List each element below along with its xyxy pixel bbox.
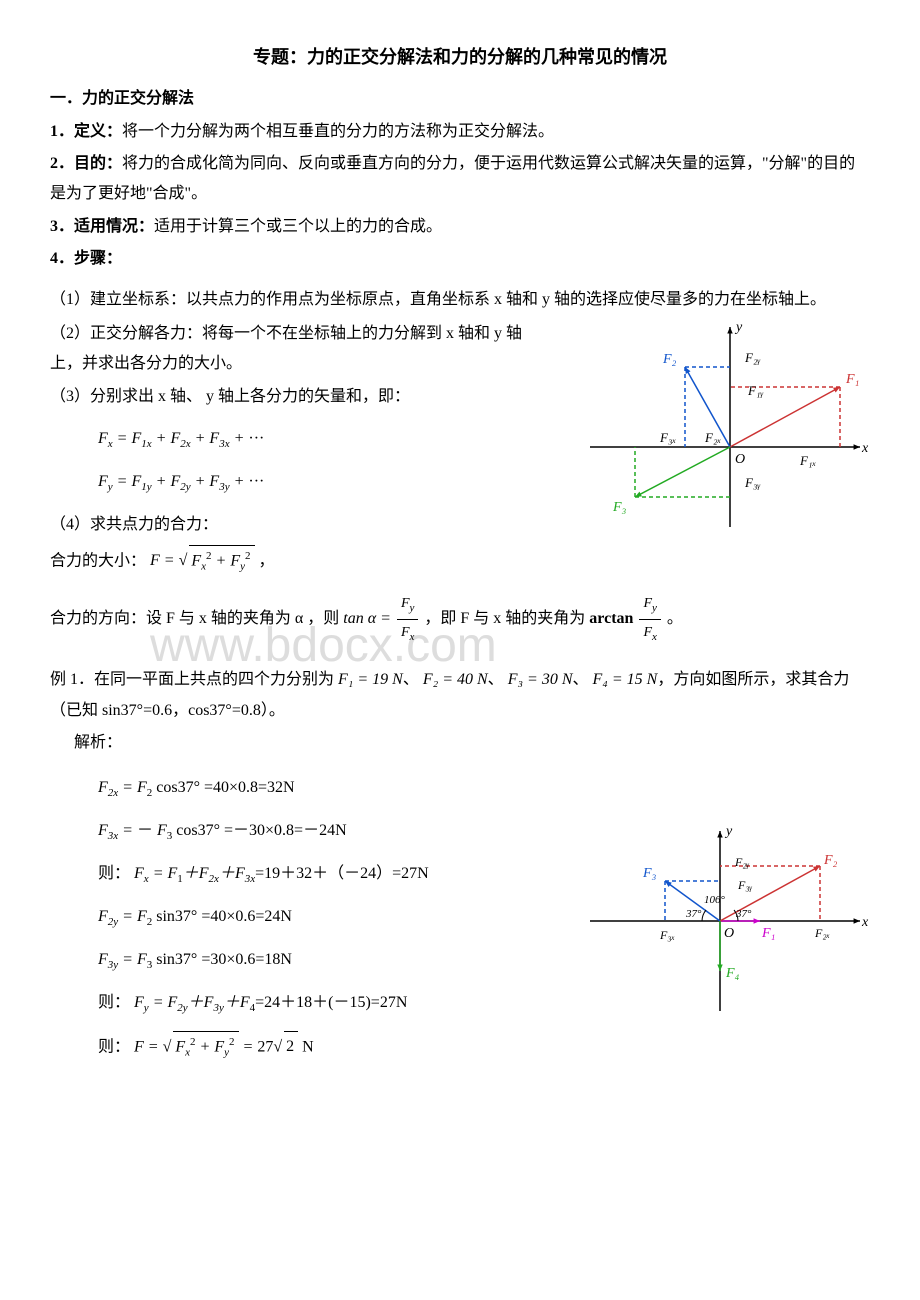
svg-text:F₃ᵧ: F₃ᵧ bbox=[744, 475, 760, 490]
section-heading: 一．力的正交分解法 bbox=[50, 84, 870, 114]
svg-text:y: y bbox=[724, 824, 733, 839]
para-3: 3．适用情况：适用于计算三个或三个以上的力的合成。 bbox=[50, 212, 870, 242]
eq-fx: Fx = F1x + F2x + F3x + ··· bbox=[50, 424, 550, 455]
mag-label: 合力的大小： bbox=[50, 552, 146, 569]
para-4: 4．步骤： bbox=[50, 244, 870, 274]
p4-label: 4．步骤： bbox=[50, 250, 122, 267]
step-4: （4）求共点力的合力： bbox=[50, 510, 550, 540]
para-1: 1．定义：将一个力分解为两个相互垂直的分力的方法称为正交分解法。 bbox=[50, 117, 870, 147]
sol-1: F2x = F2 cos37° =40×0.8=32N bbox=[50, 773, 550, 804]
p3-label: 3．适用情况： bbox=[50, 218, 154, 235]
sol6-label: 则： bbox=[98, 994, 130, 1011]
sol7-unit: N bbox=[298, 1038, 314, 1055]
p2-label: 2．目的： bbox=[50, 155, 122, 172]
svg-text:37°: 37° bbox=[685, 908, 702, 920]
example-label: 例 1． bbox=[50, 671, 94, 688]
svg-text:F₂: F₂ bbox=[662, 352, 677, 367]
eq-fy: Fy = F1y + F2y + F3y + ··· bbox=[50, 467, 550, 498]
example-text1: 在同一平面上共点的四个力分别为 bbox=[94, 671, 334, 688]
svg-text:x: x bbox=[861, 915, 869, 930]
f3-val: F₃ = 30 N bbox=[508, 671, 573, 688]
sol3-label: 则： bbox=[98, 865, 130, 882]
magnitude-line: 合力的大小： F = √Fx2 + Fy2 ， bbox=[50, 545, 870, 577]
direction-line: 合力的方向：设 F 与 x 轴的夹角为 α ，则 tan α = FyFx ，即… bbox=[50, 591, 870, 647]
svg-text:F₃: F₃ bbox=[642, 866, 657, 881]
force-diagram-2: xyOF₁F₂F₃F₄F₂ₓF₂ᵧF₃ₓF₃ᵧ37°37°106° bbox=[570, 821, 870, 1021]
svg-text:106°: 106° bbox=[704, 894, 726, 906]
step-1: （1）建立坐标系：以共点力的作用点为坐标原点，直角坐标系 x 轴和 y 轴的选择… bbox=[50, 285, 870, 315]
p1-label: 1．定义： bbox=[50, 123, 122, 140]
svg-text:F₁ₓ: F₁ₓ bbox=[799, 453, 816, 468]
f4-val: F₄ = 15 N bbox=[593, 671, 658, 688]
dir-label: 合力的方向：设 F 与 x 轴的夹角为 α ，则 bbox=[50, 610, 343, 627]
sol7-label: 则： bbox=[98, 1038, 130, 1055]
svg-text:F₃ₓ: F₃ₓ bbox=[659, 928, 675, 942]
svg-text:F₃ₓ: F₃ₓ bbox=[659, 430, 676, 445]
svg-text:F₄: F₄ bbox=[725, 966, 740, 981]
svg-text:F₂: F₂ bbox=[823, 853, 838, 868]
solution-label: 解析： bbox=[50, 728, 870, 758]
dir-end: 。 bbox=[667, 610, 683, 627]
example-1: 例 1．在同一平面上共点的四个力分别为 F₁ = 19 N、 F₂ = 40 N… bbox=[50, 665, 870, 726]
sol-3: 则： Fx = F1＋F2x＋F3x=19＋32＋（－24）=27N bbox=[50, 859, 550, 890]
svg-text:F₁ᵧ: F₁ᵧ bbox=[747, 383, 763, 398]
p1-text: 将一个力分解为两个相互垂直的分力的方法称为正交分解法。 bbox=[122, 123, 554, 140]
sol-4: F2y = F2 sin37° =40×0.6=24N bbox=[50, 902, 550, 933]
dir-mid: ，即 F 与 x 轴的夹角为 bbox=[424, 610, 589, 627]
step-3: （3）分别求出 x 轴、 y 轴上各分力的矢量和，即： bbox=[50, 382, 550, 412]
p2-text: 将力的合成化简为同向、反向或垂直方向的分力，便于运用代数运算公式解决矢量的运算，… bbox=[50, 155, 855, 202]
p3-text: 适用于计算三个或三个以上的力的合成。 bbox=[154, 218, 442, 235]
svg-text:O: O bbox=[724, 926, 734, 941]
svg-text:F₃ᵧ: F₃ᵧ bbox=[737, 878, 753, 892]
sol-6: 则： Fy = F2y＋F3y＋F4=24＋18＋(－15)=27N bbox=[50, 988, 550, 1019]
svg-text:y: y bbox=[734, 320, 743, 335]
svg-text:F₁: F₁ bbox=[845, 372, 859, 387]
f1-val: F₁ = 19 N bbox=[338, 671, 403, 688]
page-title: 专题：力的正交分解法和力的分解的几种常见的情况 bbox=[50, 40, 870, 74]
svg-text:F₂ᵧ: F₂ᵧ bbox=[734, 855, 750, 869]
step-2: （2）正交分解各力：将每一个不在坐标轴上的力分解到 x 轴和 y 轴上，并求出各… bbox=[50, 319, 550, 380]
f2-val: F₂ = 40 N bbox=[423, 671, 488, 688]
svg-text:F₂ₓ: F₂ₓ bbox=[814, 926, 830, 940]
sol-7: 则： F = √Fx2 + Fy2 = 27√2 N bbox=[50, 1031, 550, 1063]
svg-text:F₃: F₃ bbox=[612, 500, 627, 515]
sol-2: F3x = － F3 cos37° =－30×0.8=－24N bbox=[50, 816, 550, 847]
svg-text:F₂ᵧ: F₂ᵧ bbox=[744, 350, 760, 365]
para-2: 2．目的：将力的合成化简为同向、反向或垂直方向的分力，便于运用代数运算公式解决矢… bbox=[50, 149, 870, 210]
svg-text:O: O bbox=[735, 452, 745, 467]
force-diagram-1: x y O F₁ F₂ F₃ F₁ₓ F₁ᵧ F₂ₓ F₂ᵧ F₃ₓ F₃ᵧ bbox=[570, 317, 870, 537]
sol-5: F3y = F3 sin37° =30×0.6=18N bbox=[50, 945, 550, 976]
svg-text:F₂ₓ: F₂ₓ bbox=[704, 430, 721, 445]
svg-text:F₁: F₁ bbox=[761, 926, 775, 941]
svg-text:x: x bbox=[861, 441, 869, 456]
